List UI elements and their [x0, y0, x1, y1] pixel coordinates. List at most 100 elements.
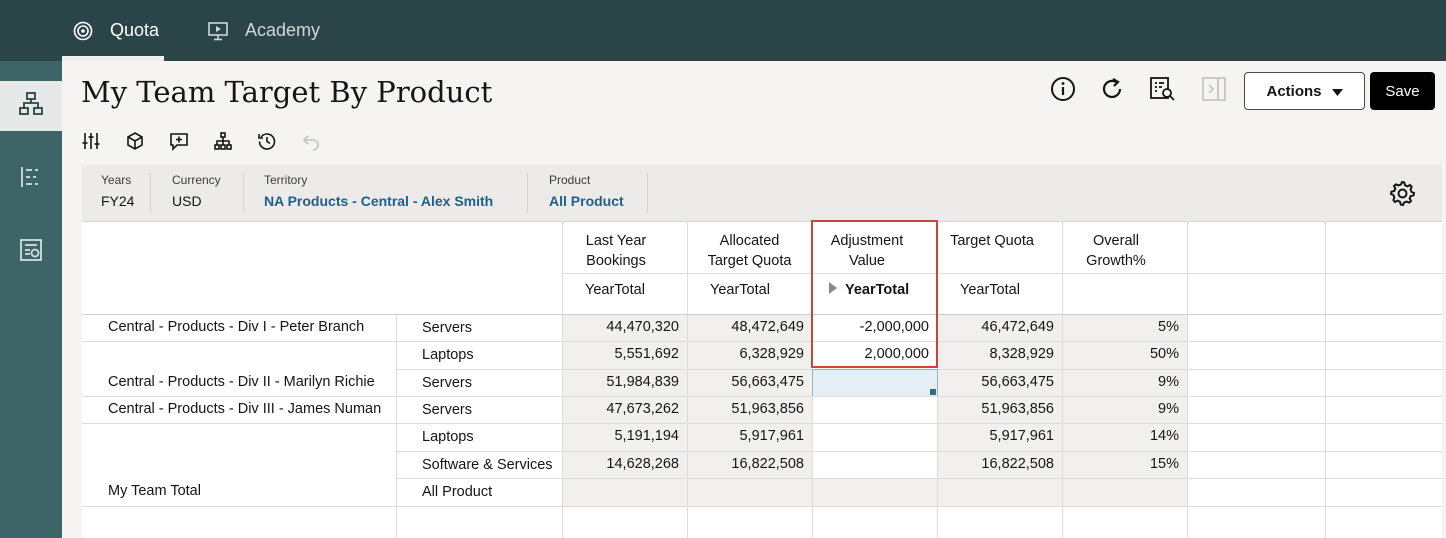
- data-cell-bg: [1063, 452, 1187, 478]
- tab-academy-label: Academy: [245, 20, 321, 40]
- data-cell-atq: 48,472,649: [731, 319, 804, 335]
- data-cell-tq: 5,917,961: [989, 428, 1054, 444]
- rail-report-button[interactable]: [0, 227, 62, 277]
- data-cell-bg: [563, 397, 687, 423]
- column-header-overall-growth[interactable]: Overall Growth%: [1062, 231, 1170, 271]
- adjustment-input-cell[interactable]: [813, 342, 937, 369]
- header-line: Target Quota: [707, 253, 792, 269]
- sub-header-yeartotal-expandable[interactable]: YearTotal: [829, 282, 909, 298]
- data-cell-atq: 5,917,961: [739, 428, 804, 444]
- tab-academy[interactable]: Academy: [207, 0, 320, 61]
- row-product-label: Laptops: [422, 429, 474, 445]
- data-cell-growth: 5%: [1158, 319, 1179, 335]
- data-cell-bg: [688, 315, 812, 341]
- gear-icon: [1388, 180, 1416, 211]
- history-button[interactable]: [256, 132, 278, 154]
- data-cell-growth: 9%: [1158, 401, 1179, 417]
- adjustment-input-cell: [813, 479, 937, 506]
- row-product-label: All Product: [422, 484, 493, 500]
- grid-line: [1325, 222, 1326, 538]
- grid-line: [812, 222, 813, 538]
- data-cell-bg: [938, 479, 1062, 506]
- data-cell-bg: [688, 479, 812, 506]
- data-cell-lyb: 14,628,268: [606, 456, 679, 472]
- header-line: Adjustment: [830, 233, 904, 249]
- rail-hierarchy-button[interactable]: [0, 81, 62, 131]
- divider: [150, 173, 151, 213]
- data-cell-lyb: 51,984,839: [606, 374, 679, 390]
- info-icon: [1050, 76, 1076, 107]
- grid-settings-button[interactable]: [1388, 179, 1416, 207]
- pov-product-label: Product: [549, 173, 591, 187]
- refresh-button[interactable]: [1098, 77, 1126, 105]
- side-panel-button[interactable]: [1200, 76, 1228, 107]
- grid-line: [937, 222, 938, 538]
- row-product-label: Servers: [422, 375, 472, 391]
- header-line: Last Year: [585, 233, 647, 249]
- adjust-button[interactable]: [80, 132, 102, 154]
- data-cell-tq: 8,328,929: [989, 346, 1054, 362]
- comment-button[interactable]: [168, 132, 190, 154]
- rail-list-button[interactable]: [0, 154, 62, 204]
- spread-button[interactable]: [124, 131, 146, 154]
- pov-territory-value[interactable]: NA Products - Central - Alex Smith: [264, 193, 494, 209]
- data-cell-bg: [688, 452, 812, 478]
- data-cell-tq: 56,663,475: [981, 374, 1054, 390]
- panel-collapse-icon: [1201, 76, 1227, 107]
- grid-line: [82, 341, 1442, 342]
- data-cell-atq: 56,663,475: [731, 374, 804, 390]
- data-cell-bg: [938, 315, 1062, 341]
- data-cell-bg: [688, 342, 812, 369]
- actions-menu-button[interactable]: Actions: [1244, 72, 1365, 110]
- tab-quota[interactable]: Quota: [62, 0, 164, 61]
- adjustment-input-cell[interactable]: [813, 424, 937, 451]
- expand-triangle-icon: [829, 282, 837, 298]
- header-line: Overall: [1093, 233, 1139, 249]
- grid-line: [562, 273, 1442, 274]
- adjustment-input-cell[interactable]: [813, 397, 937, 423]
- pov-territory[interactable]: Territory NA Products - Central - Alex S…: [264, 165, 493, 215]
- column-header-allocated-target-quota[interactable]: Allocated Target Quota: [687, 231, 812, 271]
- grid-line: [396, 478, 1442, 479]
- row-territory-label: Central - Products - Div II - Marilyn Ri…: [108, 374, 375, 390]
- data-cell-bg: [688, 424, 812, 451]
- header-line: Growth%: [1086, 253, 1146, 269]
- main-content: My Team Target By Product Actions Save: [62, 61, 1446, 538]
- save-button[interactable]: Save: [1370, 72, 1435, 110]
- grid-line: [396, 451, 1442, 452]
- pov-product[interactable]: Product All Product: [549, 165, 624, 215]
- grid-line: [1062, 222, 1063, 538]
- hierarchy-button[interactable]: [212, 131, 234, 154]
- data-cell-bg: [1063, 342, 1187, 369]
- pov-currency-label: Currency: [172, 173, 221, 187]
- data-cell-atq: 51,963,856: [731, 401, 804, 417]
- adjustment-input-cell[interactable]: [813, 452, 937, 478]
- column-header-adjustment-value[interactable]: Adjustment Value: [812, 231, 922, 271]
- pov-bar: Years FY24 Currency USD Territory NA Pro…: [82, 165, 1442, 221]
- adjustment-input-cell[interactable]: [813, 315, 937, 341]
- data-cell-adj: -2,000,000: [859, 319, 929, 335]
- caret-down-icon: [1331, 83, 1343, 100]
- row-product-label: Servers: [422, 320, 472, 336]
- inspect-button[interactable]: [1148, 76, 1176, 105]
- pov-currency[interactable]: Currency USD: [172, 165, 221, 215]
- header-line: Bookings: [586, 253, 646, 269]
- fill-handle[interactable]: [930, 389, 936, 395]
- info-button[interactable]: [1049, 76, 1077, 107]
- pov-product-value[interactable]: All Product: [549, 193, 624, 209]
- page-title: My Team Target By Product: [81, 75, 493, 109]
- undo-button[interactable]: [300, 132, 322, 154]
- sub-header-yeartotal: YearTotal: [960, 282, 1020, 298]
- adjustment-input-cell[interactable]: [812, 369, 938, 397]
- data-grid: Last Year Bookings Allocated Target Quot…: [82, 220, 1442, 538]
- pov-years[interactable]: Years FY24: [101, 165, 134, 215]
- data-cell-bg: [688, 397, 812, 423]
- top-navigation-bar: Quota Academy: [0, 0, 1446, 61]
- column-header-last-year-bookings[interactable]: Last Year Bookings: [562, 231, 670, 271]
- data-cell-atq: 16,822,508: [731, 456, 804, 472]
- column-header-target-quota[interactable]: Target Quota: [937, 231, 1047, 251]
- data-cell-bg: [938, 370, 1062, 396]
- sub-header-label: YearTotal: [845, 282, 910, 298]
- grid-line: [82, 314, 1442, 315]
- indented-list-icon: [18, 164, 44, 195]
